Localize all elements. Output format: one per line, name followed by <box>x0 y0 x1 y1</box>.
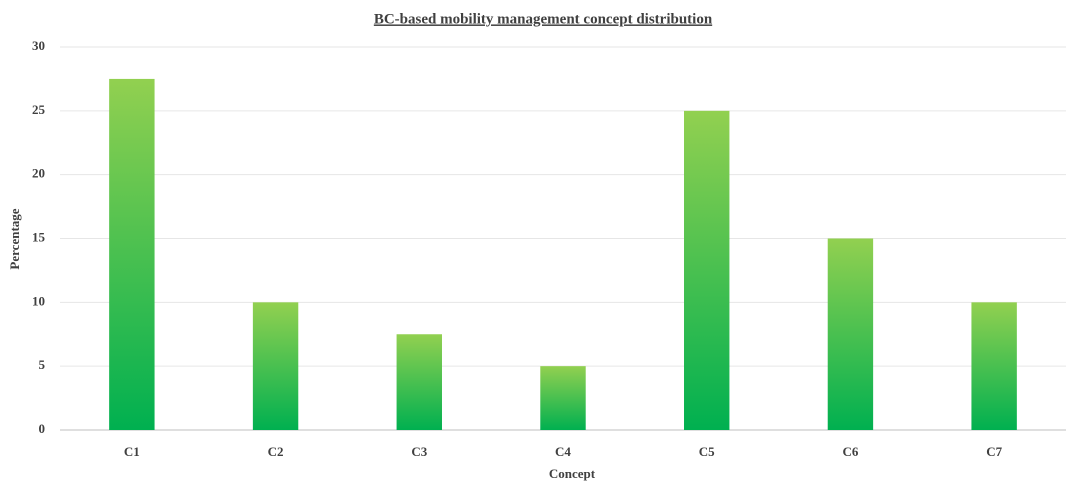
y-axis-label: Percentage <box>7 208 22 269</box>
y-tick-label: 25 <box>32 102 46 117</box>
x-tick-label: C3 <box>411 444 427 459</box>
x-tick-label: C4 <box>555 444 571 459</box>
x-tick-label: C6 <box>842 444 858 459</box>
bar <box>396 334 442 430</box>
x-tick-label: C7 <box>986 444 1002 459</box>
x-tick-label: C1 <box>124 444 140 459</box>
bar <box>971 302 1017 430</box>
bar <box>684 110 730 430</box>
y-tick-label: 30 <box>32 38 45 53</box>
bar <box>827 238 874 430</box>
y-tick-label: 0 <box>39 421 46 436</box>
x-axis-label: Concept <box>549 466 596 481</box>
bar <box>252 302 299 430</box>
y-tick-label: 5 <box>39 357 46 372</box>
y-tick-label: 10 <box>32 293 45 308</box>
chart-title: BC-based mobility management concept dis… <box>374 11 713 27</box>
x-tick-label: C2 <box>268 444 284 459</box>
x-tick-label: C5 <box>699 444 715 459</box>
y-tick-label: 20 <box>32 166 45 181</box>
bar <box>540 366 586 430</box>
bar <box>109 78 155 431</box>
y-tick-label: 15 <box>32 229 46 244</box>
